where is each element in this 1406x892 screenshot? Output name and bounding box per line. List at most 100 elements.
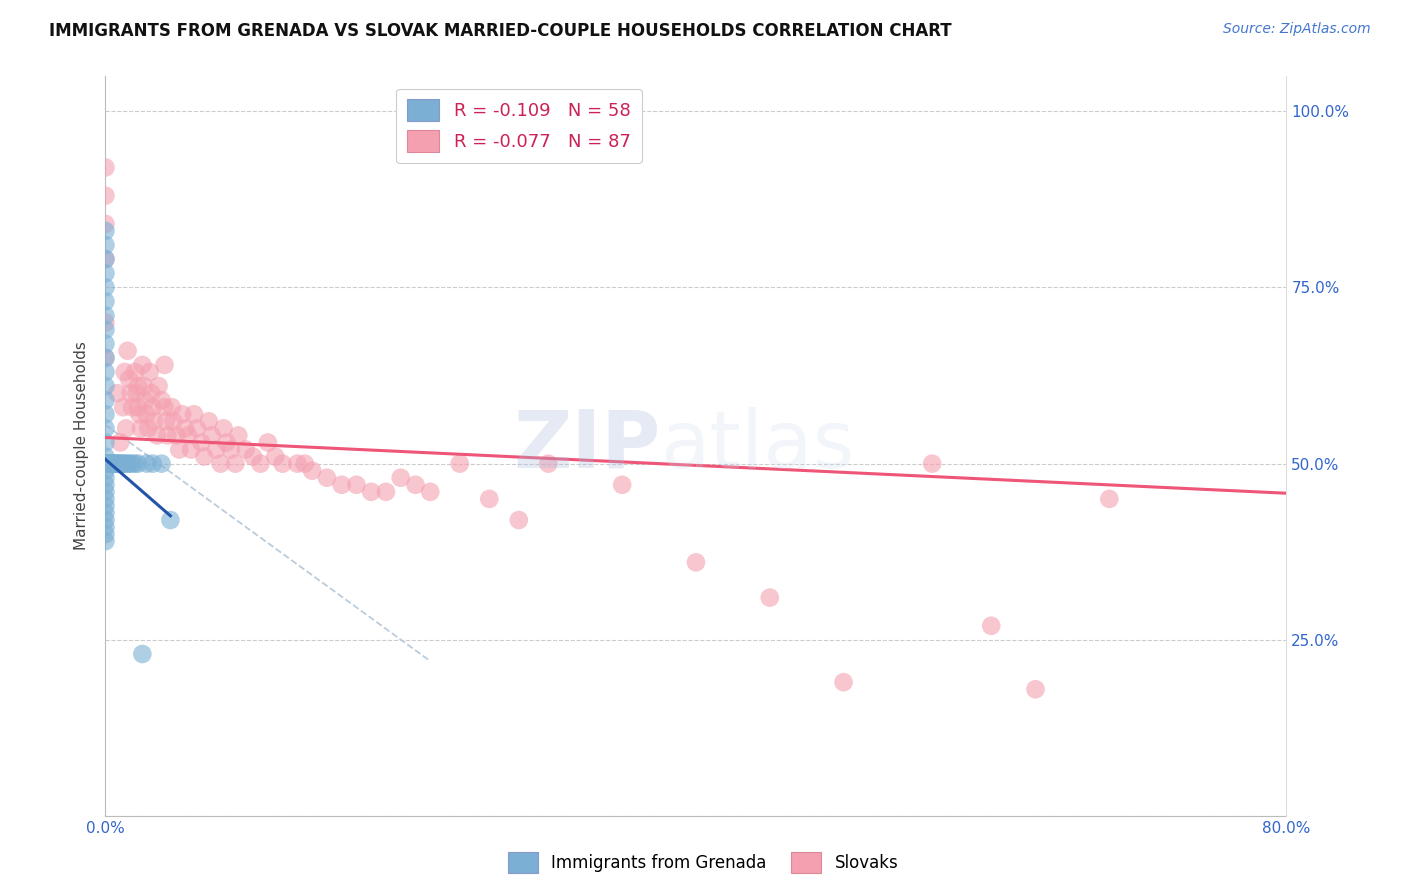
Point (177, 428, 200, 442)
Point (94, 336, 117, 351)
Point (94, 266, 117, 280)
Point (131, 358, 153, 372)
Point (127, 401, 149, 415)
Point (150, 457, 173, 471)
Point (94, 520, 117, 534)
Point (180, 442, 202, 457)
Point (94, 464, 117, 478)
Point (162, 414, 184, 428)
Point (141, 386, 163, 401)
Point (125, 386, 148, 401)
Point (94, 316, 117, 330)
Point (114, 457, 136, 471)
Point (271, 457, 294, 471)
Point (610, 477, 633, 491)
Point (94, 506, 117, 520)
Point (103, 457, 125, 471)
Point (478, 491, 501, 506)
Point (449, 457, 471, 471)
Point (101, 457, 124, 471)
Point (315, 471, 337, 485)
Point (94, 238, 117, 252)
Point (219, 442, 242, 457)
Point (118, 372, 141, 386)
Point (138, 365, 162, 379)
Point (94, 484, 117, 499)
Point (121, 457, 143, 471)
Point (132, 379, 155, 393)
Point (160, 401, 183, 415)
Point (330, 477, 353, 491)
Point (190, 435, 212, 450)
Point (1098, 491, 1121, 506)
Point (94, 161, 117, 175)
Point (235, 442, 257, 457)
Point (94, 309, 117, 323)
Point (165, 428, 187, 442)
Point (159, 513, 181, 527)
Point (146, 428, 169, 442)
Point (155, 414, 177, 428)
Point (921, 457, 943, 471)
Point (94, 491, 117, 506)
Point (127, 457, 149, 471)
Point (405, 477, 427, 491)
Point (360, 484, 382, 499)
Point (111, 457, 134, 471)
Point (537, 457, 560, 471)
Point (94, 435, 117, 450)
Point (94, 393, 117, 408)
Point (136, 421, 159, 435)
Point (94, 188, 117, 202)
Point (135, 407, 157, 421)
Point (115, 421, 138, 435)
Point (294, 457, 316, 471)
Point (197, 414, 219, 428)
Point (186, 421, 208, 435)
Point (389, 471, 412, 485)
Point (105, 457, 128, 471)
Point (94, 217, 117, 231)
Point (201, 428, 224, 442)
Text: atlas: atlas (661, 407, 855, 485)
Point (94, 477, 117, 491)
Point (169, 442, 191, 457)
Point (120, 386, 142, 401)
Point (205, 442, 228, 457)
Point (508, 513, 530, 527)
Point (112, 401, 135, 415)
Text: IMMIGRANTS FROM GRENADA VS SLOVAK MARRIED-COUPLE HOUSEHOLDS CORRELATION CHART: IMMIGRANTS FROM GRENADA VS SLOVAK MARRIE… (49, 22, 952, 40)
Y-axis label: Married-couple Households: Married-couple Households (75, 342, 90, 550)
Point (98, 457, 121, 471)
Point (346, 477, 368, 491)
Point (129, 421, 152, 435)
Point (287, 457, 309, 471)
Point (98, 457, 121, 471)
Point (215, 435, 238, 450)
Point (110, 435, 132, 450)
Point (127, 379, 149, 393)
Point (94, 365, 117, 379)
Point (112, 457, 135, 471)
Point (94, 252, 117, 267)
Point (131, 647, 153, 661)
Point (193, 450, 215, 464)
Point (107, 457, 129, 471)
Point (94, 252, 117, 267)
Point (104, 457, 127, 471)
Point (94, 499, 117, 513)
Point (94, 534, 117, 549)
Point (212, 421, 235, 435)
Point (118, 457, 141, 471)
Point (128, 407, 150, 421)
Point (94, 407, 117, 421)
Point (228, 428, 250, 442)
Legend: Immigrants from Grenada, Slovaks: Immigrants from Grenada, Slovaks (501, 846, 905, 880)
Point (183, 407, 205, 421)
Point (143, 414, 166, 428)
Point (156, 428, 179, 442)
Point (94, 421, 117, 435)
Point (224, 457, 246, 471)
Point (142, 457, 165, 471)
Point (114, 365, 136, 379)
